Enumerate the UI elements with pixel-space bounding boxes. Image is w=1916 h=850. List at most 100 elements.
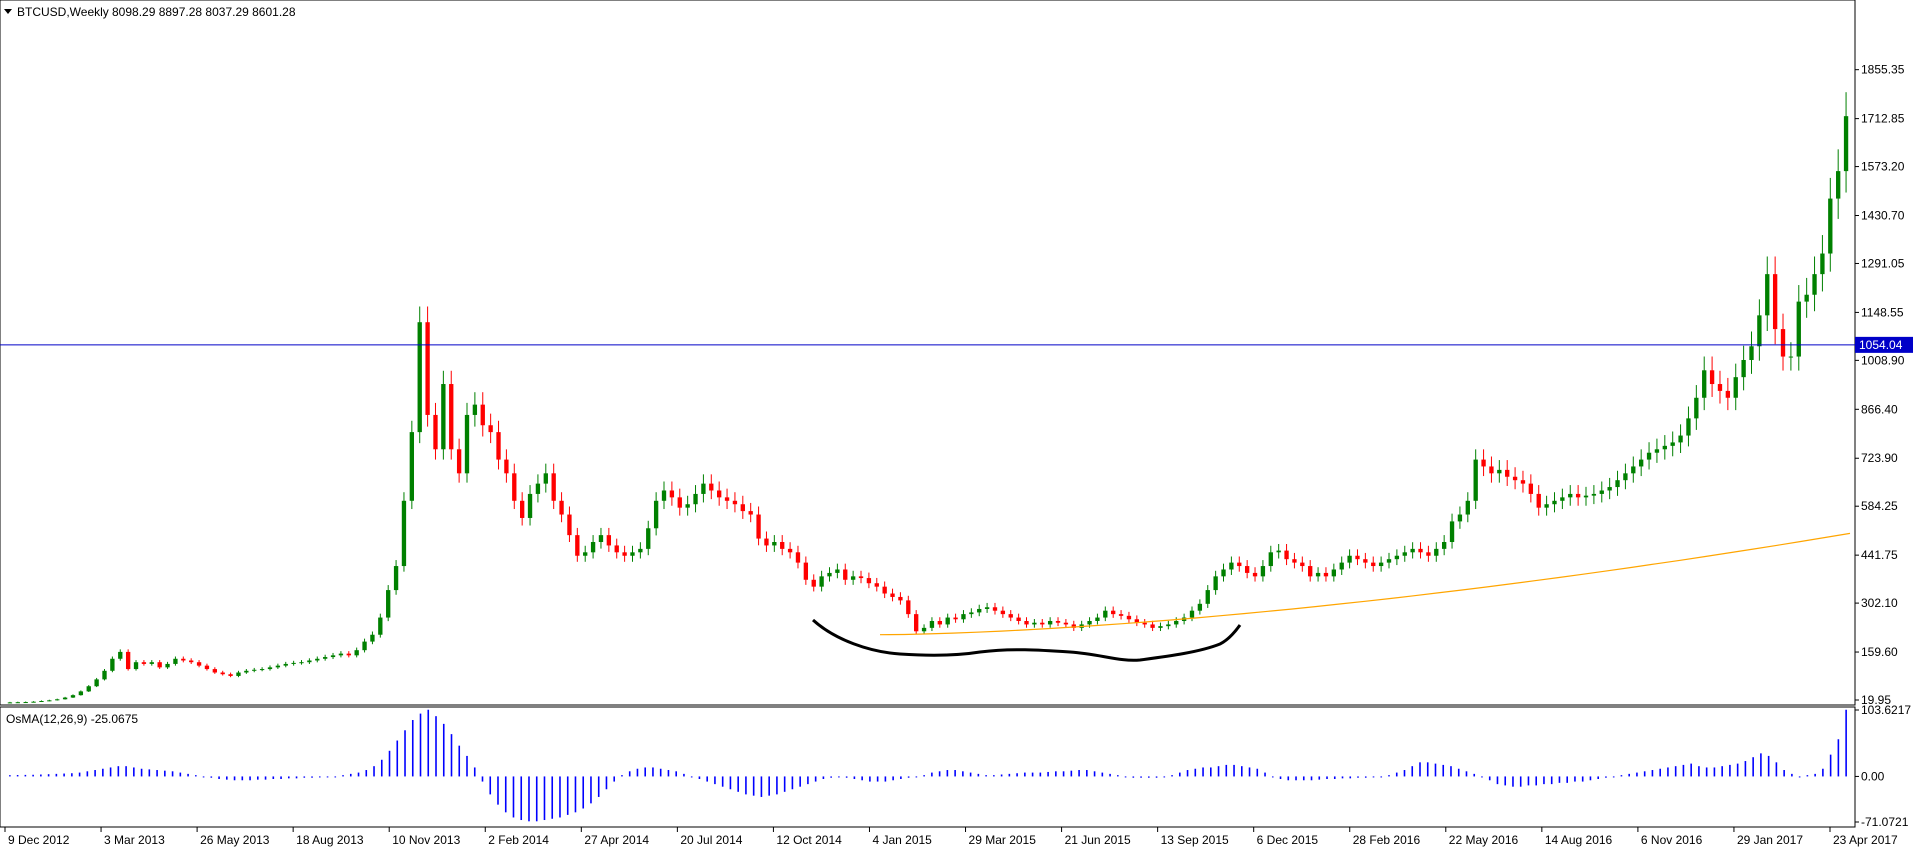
candle-body	[748, 511, 753, 515]
candle-body	[1749, 346, 1754, 360]
candle-body	[898, 596, 903, 601]
price-axis-label: 723.90	[1861, 451, 1898, 465]
candle-body	[496, 432, 501, 460]
candle-body	[433, 414, 438, 450]
level-price-tag-text: 1054.04	[1859, 338, 1903, 352]
candle-body	[1717, 384, 1723, 391]
candle-body	[1607, 487, 1612, 491]
candle-body	[622, 552, 627, 556]
candle-body	[1725, 390, 1731, 398]
candle-body	[677, 497, 682, 508]
candle-body	[583, 552, 588, 556]
candle-body	[803, 562, 809, 580]
candle-body	[874, 583, 879, 587]
candle-body	[228, 674, 233, 676]
candle-body	[1378, 562, 1384, 567]
candle-body	[1670, 442, 1675, 446]
price-axis-label: 1148.55	[1861, 305, 1904, 319]
candle-body	[1560, 497, 1565, 501]
candle-body	[890, 593, 895, 597]
candle-body	[1229, 562, 1234, 570]
candle-body	[1095, 617, 1100, 621]
candle-body	[1473, 459, 1478, 501]
candle-body	[409, 432, 415, 501]
candle-body	[866, 578, 872, 584]
candle-body	[780, 542, 785, 549]
candle-body	[1055, 620, 1061, 623]
candle-body	[1347, 555, 1352, 563]
candle-body	[1276, 550, 1281, 553]
time-axis-label: 18 Aug 2013	[296, 833, 364, 847]
candle-body	[449, 384, 454, 450]
candlestick-series	[7, 92, 1849, 704]
candle-body	[1071, 624, 1076, 628]
candle-body	[945, 617, 950, 625]
candle-body	[425, 322, 430, 415]
candle-body	[267, 667, 273, 670]
candle-body	[598, 535, 604, 543]
candle-body	[330, 655, 336, 658]
candle-body	[488, 425, 493, 433]
candle-body	[1662, 445, 1667, 450]
candle-body	[275, 665, 281, 668]
candle-body	[709, 483, 714, 491]
candle-body	[181, 658, 186, 661]
candle-body	[1244, 566, 1250, 573]
price-axis-label: 1430.70	[1861, 209, 1905, 223]
candle-body	[1292, 559, 1297, 563]
candle-body	[756, 514, 761, 539]
candle-body	[1040, 622, 1045, 625]
candle-body	[843, 569, 848, 580]
candle-body	[1221, 569, 1226, 577]
candle-body	[1623, 473, 1628, 481]
candle-body	[921, 627, 927, 632]
candle-body	[559, 500, 564, 515]
dropdown-triangle-icon[interactable]	[4, 9, 12, 14]
candle-body	[1505, 469, 1510, 477]
candle-body	[7, 702, 13, 704]
candle-body	[835, 569, 840, 573]
candle-body	[1111, 610, 1116, 615]
candle-body	[1741, 359, 1746, 378]
horizontal-line-layer: 1054.04	[0, 336, 1913, 353]
candle-body	[1654, 449, 1660, 453]
candle-body	[1032, 622, 1037, 625]
candle-body	[1836, 171, 1841, 199]
price-axis-label: 159.60	[1861, 645, 1898, 659]
candle-body	[977, 608, 982, 613]
candle-body	[15, 702, 20, 704]
candle-body	[133, 662, 139, 670]
time-axis-label: 13 Sep 2015	[1161, 833, 1229, 847]
candle-body	[480, 404, 485, 426]
time-axis-label: 29 Jan 2017	[1737, 833, 1803, 847]
candle-body	[259, 669, 265, 671]
candle-body	[94, 679, 99, 687]
candle-body	[1575, 493, 1581, 498]
candle-body	[1339, 562, 1344, 570]
candle-body	[1008, 614, 1013, 618]
candle-body	[1118, 614, 1124, 616]
candle-body	[693, 493, 698, 505]
candle-body	[354, 650, 359, 656]
candle-body	[1544, 504, 1549, 508]
time-axis: 9 Dec 2012 3 Mar 2013 26 May 2013 18 Aug 20…	[4, 827, 1898, 847]
candle-body	[1268, 552, 1273, 567]
candle-body	[118, 651, 123, 659]
candle-body	[102, 670, 107, 680]
candle-body	[795, 552, 801, 563]
candle-body	[787, 548, 793, 553]
candle-body	[519, 500, 525, 518]
time-axis-label: 29 Mar 2015	[969, 833, 1037, 847]
candle-body	[165, 663, 170, 668]
time-axis-label: 20 Jul 2014	[680, 833, 742, 847]
candle-body	[1481, 459, 1486, 467]
candle-body	[1512, 476, 1518, 481]
candle-body	[827, 572, 832, 577]
candle-body	[732, 500, 738, 505]
candle-body	[1702, 370, 1707, 398]
candle-body	[1126, 615, 1132, 620]
candle-body	[504, 459, 509, 474]
candle-body	[764, 538, 769, 546]
candle-body	[1024, 620, 1029, 625]
candle-body	[401, 500, 407, 567]
